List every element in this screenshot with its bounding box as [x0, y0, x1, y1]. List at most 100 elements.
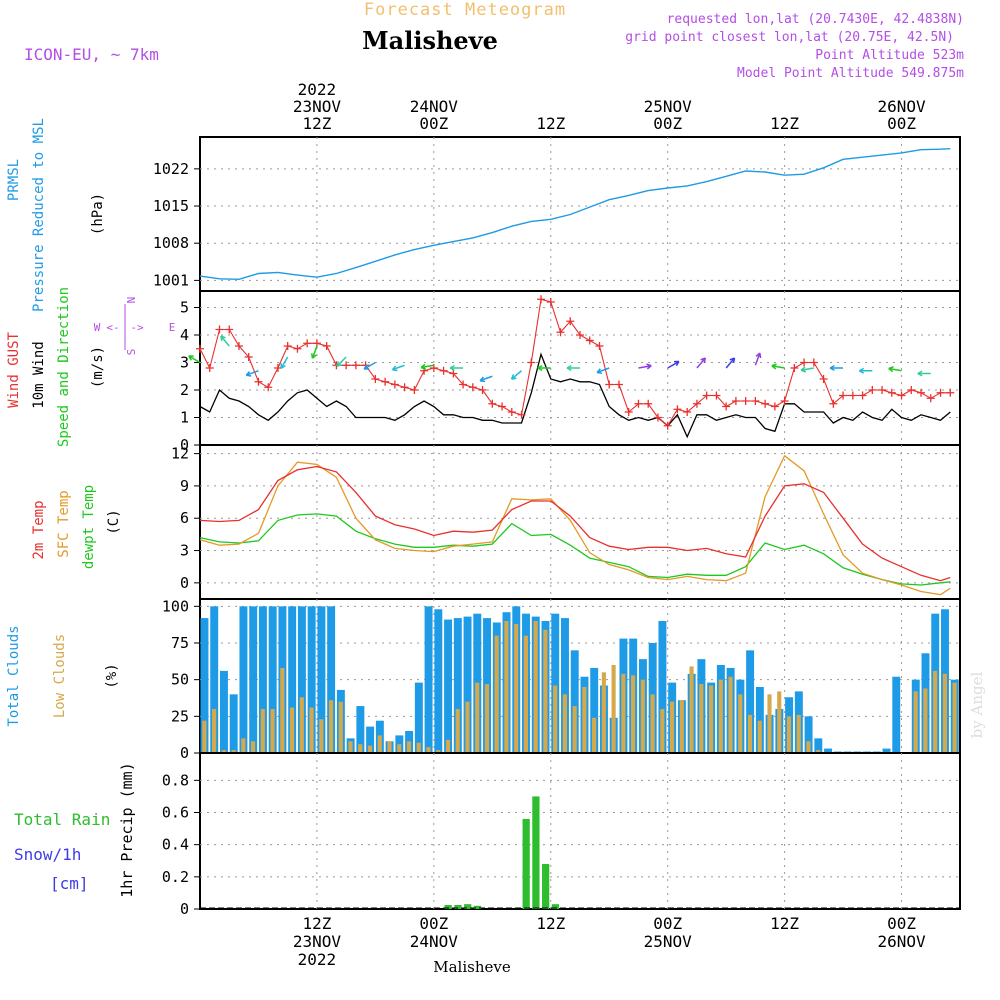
pressure-ytick-label: 1001	[153, 271, 189, 289]
temp-unit: (C)	[106, 509, 122, 534]
bottom-time-label: 00Z	[419, 914, 448, 933]
total-cloud-bar	[200, 618, 209, 752]
wind-direction-arrow	[696, 357, 707, 369]
wind-speed-label: 10m Wind	[31, 341, 47, 408]
compass-west: W	[94, 321, 101, 334]
low-cloud-bar	[299, 697, 304, 752]
total-cloud-bar	[366, 726, 375, 752]
wind-gust-marker	[449, 369, 458, 378]
total-cloud-bar	[395, 735, 404, 752]
low-cloud-bar	[562, 694, 567, 752]
compass-arrow-right: ->	[130, 321, 144, 334]
low-cloud-bar	[270, 709, 275, 752]
low-cloud-bar	[241, 738, 246, 752]
bottom-time-label: 12Z	[302, 914, 331, 933]
precip-frame	[199, 752, 961, 910]
arrow-head	[510, 374, 517, 380]
arrow-head	[336, 361, 342, 367]
bottom-time-label: 12Z	[536, 914, 565, 933]
total-clouds-label: Total Clouds	[6, 625, 22, 726]
arrow-head	[917, 370, 923, 377]
wind-gust-marker	[839, 391, 848, 400]
total-cloud-bar	[239, 606, 248, 752]
total-cloud-bar	[561, 618, 569, 752]
low-cloud-bar	[319, 719, 324, 752]
wind-gust-marker	[400, 383, 409, 392]
wind-gust-marker	[702, 391, 711, 400]
total-cloud-bar	[434, 609, 443, 752]
wind-gust-marker	[293, 344, 302, 353]
total-cloud-bar	[882, 748, 891, 752]
arrow-head	[537, 364, 543, 372]
wind-gust-marker	[254, 377, 263, 386]
credit-watermark: by Angel	[968, 671, 986, 738]
arrow-head	[220, 335, 226, 342]
wind-direction-arrow	[188, 355, 201, 364]
low-cloud-bar	[708, 685, 714, 752]
low-cloud-bar	[942, 673, 947, 752]
wind-gust-marker	[585, 336, 594, 345]
low-cloud-bar	[289, 707, 295, 752]
low-cloud-bar	[669, 701, 675, 752]
dewpoint-line	[199, 513, 951, 586]
low-cloud-bar	[309, 707, 314, 752]
bottom-time-label: 00Z	[887, 914, 916, 933]
wind-direction-arrow	[638, 363, 652, 370]
clouds-unit: (%)	[104, 663, 120, 688]
wind-gust-marker	[946, 388, 955, 397]
arrow-shaft	[420, 364, 434, 369]
arrow-shaft	[800, 367, 814, 371]
wind-gust-marker	[390, 380, 399, 389]
low-cloud-bar	[650, 694, 655, 752]
wind-gust-marker	[312, 339, 321, 348]
total-cloud-bar	[814, 738, 823, 752]
low-cloud-bar	[923, 688, 928, 752]
temp-ytick-label: 9	[180, 477, 189, 495]
low-cloud-bar	[465, 701, 470, 752]
wind-gust-marker	[215, 325, 224, 334]
low-cloud-bar	[786, 716, 792, 752]
total-cloud-bar	[424, 606, 433, 752]
pressure-unit: (hPa)	[90, 193, 106, 235]
arrow-head	[858, 367, 865, 374]
wind-ytick-label: 3	[180, 354, 189, 372]
wind-gust-marker	[761, 399, 770, 408]
arrow-head	[245, 370, 252, 377]
low-cloud-bar	[796, 714, 801, 752]
wind-direction-arrow	[771, 363, 785, 370]
low-cloud-bar	[212, 709, 217, 752]
wind-gust-marker	[790, 364, 799, 372]
low-cloud-bar	[553, 685, 558, 752]
arrow-shaft	[392, 364, 405, 371]
wind-gust-marker	[624, 408, 633, 416]
low-cloud-bar	[592, 717, 597, 752]
wind-gust-marker	[731, 397, 740, 405]
total-cloud-bar	[551, 613, 560, 752]
top-time-label: 12Z	[302, 114, 331, 133]
temp-ytick-label: 6	[180, 509, 189, 527]
compass-arrow-left: <-	[106, 321, 119, 334]
wind-direction-arrow	[858, 367, 873, 374]
low-cloud-bar	[631, 675, 636, 752]
total-cloud-bar	[755, 687, 764, 752]
low-cloud-bar	[679, 700, 684, 752]
total-cloud-bar	[307, 606, 316, 752]
wind-direction-arrow	[888, 366, 902, 373]
total-cloud-bar	[658, 621, 667, 752]
point-altitude: Point Altitude 523m	[815, 48, 964, 63]
arrow-shaft	[725, 357, 736, 369]
total-cloud-bar	[444, 619, 453, 752]
low-cloud-bar	[202, 720, 207, 752]
low-cloud-bar	[747, 714, 753, 752]
wind-gust-marker	[205, 364, 214, 372]
low-cloud-bar	[436, 750, 441, 752]
wind-direction-arrow	[667, 360, 680, 369]
total-cloud-bar	[414, 682, 423, 752]
temp-ytick-label: 3	[180, 542, 189, 560]
wind-gust-marker	[819, 375, 828, 383]
arrow-shaft	[479, 375, 493, 382]
wind-gust-marker	[244, 353, 253, 361]
low-cloud-bar	[816, 750, 821, 752]
arrow-head	[646, 363, 652, 370]
rain-bar	[542, 863, 550, 909]
